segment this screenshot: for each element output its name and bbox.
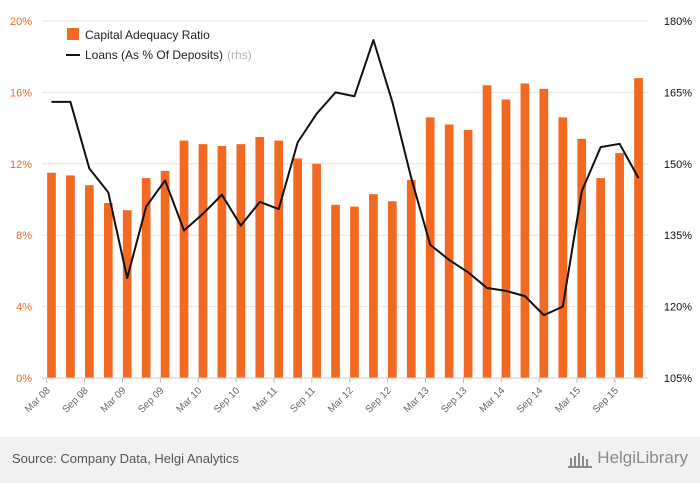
legend: Capital Adequacy Ratio Loans (As % Of De… <box>66 28 252 62</box>
bar <box>122 210 132 378</box>
right-tick-label: 165% <box>664 87 692 99</box>
right-tick-label: 135% <box>664 230 692 242</box>
bar <box>331 204 340 378</box>
left-tick-label: 16% <box>10 87 32 99</box>
x-tick-label: Sep 12 <box>364 385 394 415</box>
x-tick-label: Mar 09 <box>99 385 129 415</box>
bar <box>463 129 473 378</box>
line-series <box>51 39 640 317</box>
bar <box>255 137 265 378</box>
x-tick-label: Mar 15 <box>553 385 583 415</box>
bar <box>47 172 56 378</box>
bar <box>236 144 246 378</box>
bar <box>596 178 606 378</box>
library-icon <box>568 453 593 468</box>
bar <box>482 85 492 378</box>
right-tick-label: 150% <box>664 159 692 171</box>
legend-line-name: Loans (As % Of Deposits) <box>85 48 223 62</box>
bar <box>501 99 511 378</box>
bar <box>558 117 568 378</box>
x-tick-label: Mar 12 <box>326 385 356 415</box>
right-tick-label: 105% <box>664 373 692 385</box>
x-tick-label: Mar 11 <box>251 385 281 415</box>
bar <box>577 138 587 378</box>
line-path <box>51 39 640 317</box>
bar <box>84 185 94 378</box>
x-tick-label: Mar 08 <box>23 385 53 415</box>
bar <box>160 170 170 378</box>
left-tick-label: 0% <box>16 373 32 385</box>
bar <box>444 124 454 378</box>
source-text: Source: Company Data, Helgi Analytics <box>12 451 239 466</box>
right-axis: 105% 120% 135% 150% 165% 180% <box>664 16 692 385</box>
x-tick-label: Sep 15 <box>591 385 621 415</box>
x-tick-label: Sep 13 <box>439 385 469 415</box>
bar <box>217 145 227 378</box>
bar <box>198 144 208 378</box>
right-tick-label: 120% <box>664 302 692 314</box>
bar <box>293 158 303 378</box>
bar <box>520 83 530 378</box>
left-tick-label: 12% <box>10 159 32 171</box>
legend-bar-swatch <box>67 28 79 40</box>
x-tick-label: Sep 10 <box>212 385 242 415</box>
bar <box>66 175 75 378</box>
left-tick-label: 4% <box>16 302 32 314</box>
bar <box>274 140 284 378</box>
brand: HelgiLibrary <box>567 448 688 468</box>
x-tick-label: Sep 09 <box>136 385 166 415</box>
legend-line-suffix: (rhs) <box>227 48 252 62</box>
x-tick-label: Sep 11 <box>288 385 318 415</box>
bar <box>103 203 113 378</box>
brand-name: HelgiLibrary <box>597 448 688 467</box>
left-tick-label: 8% <box>16 230 32 242</box>
bar <box>312 163 321 378</box>
bar-series <box>47 78 643 379</box>
bar <box>387 201 397 378</box>
legend-line-label: Loans (As % Of Deposits) (rhs) <box>85 48 252 62</box>
bar <box>634 78 643 379</box>
right-tick-label: 180% <box>664 16 692 28</box>
bar <box>406 179 416 378</box>
gridlines <box>42 20 648 379</box>
x-axis: Mar 08 Sep 08 Mar 09 Sep 09 Mar 10 Sep 10 Mar … <box>23 377 648 416</box>
x-tick-label: Mar 10 <box>175 385 205 415</box>
bar <box>539 88 549 378</box>
bar <box>350 206 359 378</box>
bar <box>425 117 435 378</box>
bar <box>179 140 189 378</box>
x-tick-label: Sep 14 <box>515 385 545 415</box>
x-tick-label: Sep 08 <box>61 385 91 415</box>
x-tick-label: Mar 13 <box>402 385 432 415</box>
left-axis: 0% 4% 8% 12% 16% 20% <box>10 16 32 385</box>
footer: Source: Company Data, Helgi Analytics He… <box>0 437 700 483</box>
left-tick-label: 20% <box>10 16 32 28</box>
bar <box>369 194 378 378</box>
bar <box>141 178 151 378</box>
bar <box>615 153 624 378</box>
x-tick-label: Mar 14 <box>478 385 508 415</box>
legend-bar-label: Capital Adequacy Ratio <box>85 28 210 42</box>
